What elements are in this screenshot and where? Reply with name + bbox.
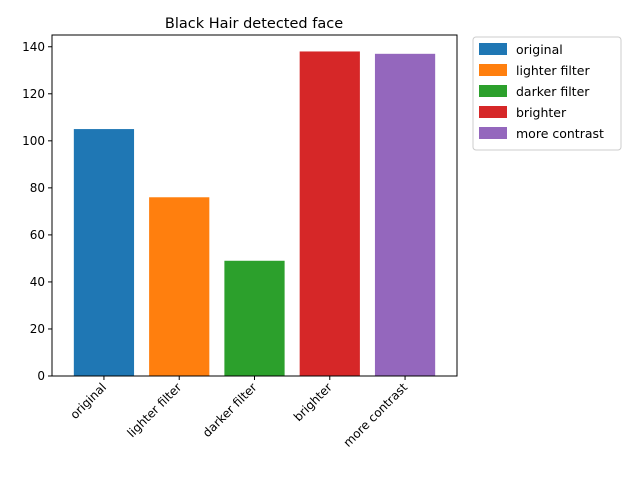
bar-brighter <box>299 51 360 377</box>
x-tick-label: brighter <box>291 380 335 424</box>
legend-swatch <box>479 64 507 76</box>
x-tick-label: more contrast <box>341 380 411 450</box>
bar-lighter-filter <box>149 197 210 376</box>
x-axis: original lighter filter darker filter brigh… <box>67 376 410 450</box>
y-tick-label: 140 <box>22 40 45 54</box>
legend-swatch <box>479 85 507 97</box>
legend-box <box>472 36 622 151</box>
y-tick-label: 60 <box>30 228 45 242</box>
legend-label: darker filter <box>516 84 590 99</box>
legend: original lighter filter darker filter brigh… <box>472 36 622 151</box>
x-tick-label: darker filter <box>200 380 260 440</box>
y-tick-label: 0 <box>37 369 45 383</box>
bar-darker-filter <box>224 260 285 376</box>
legend-label: brighter <box>516 105 567 120</box>
bar-original <box>73 129 135 376</box>
legend-swatch <box>479 43 507 55</box>
y-tick-label: 120 <box>22 87 45 101</box>
plot-frame <box>51 34 458 377</box>
x-tick-label: original <box>67 380 109 422</box>
chart-title: Black Hair detected face <box>165 16 343 32</box>
legend-label: original <box>516 42 563 57</box>
y-tick-label: 20 <box>30 322 45 336</box>
legend-swatch <box>479 127 507 139</box>
legend-label: lighter filter <box>516 63 590 78</box>
legend-swatch <box>479 106 507 118</box>
y-tick-label: 80 <box>30 181 45 195</box>
bars-group <box>73 51 436 377</box>
y-tick-label: 100 <box>22 134 45 148</box>
y-tick-label: 40 <box>30 275 45 289</box>
bar-more-contrast <box>374 53 436 377</box>
legend-label: more contrast <box>516 126 604 141</box>
y-axis: 0 20 40 60 80 100 120 140 <box>22 40 52 383</box>
x-tick-label: lighter filter <box>124 380 184 440</box>
